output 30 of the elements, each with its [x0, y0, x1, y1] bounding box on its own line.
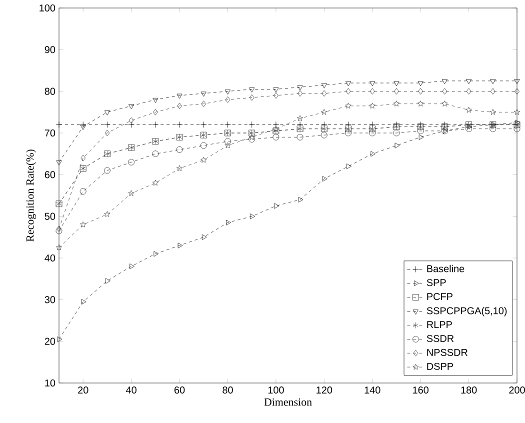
x-tick-label: 140 — [364, 386, 380, 394]
legend-label: SPP — [426, 279, 446, 286]
y-tick-label: 30 — [44, 296, 56, 304]
legend-label: Baseline — [427, 264, 464, 272]
y-tick-label: 10 — [45, 379, 56, 387]
x-tick-label: 180 — [461, 386, 477, 394]
x-tick-label: 80 — [222, 386, 233, 394]
legend-label: SSPCPPGA(5,10) — [426, 306, 507, 316]
x-tick-label: 60 — [174, 386, 185, 394]
x-tick-label: 120 — [316, 386, 332, 394]
y-tick-label: 50 — [44, 212, 56, 220]
x-axis-title: Dimension — [264, 398, 312, 406]
legend-label: SSDR — [426, 334, 454, 342]
x-tick-label: 40 — [126, 386, 136, 394]
y-tick-label: 60 — [44, 171, 56, 178]
x-tick-label: 160 — [413, 386, 429, 394]
y-tick-label: 100 — [40, 4, 56, 12]
x-tick-label: 200 — [509, 386, 525, 394]
y-tick-label: 70 — [44, 129, 56, 137]
y-axis-title: Recognition Rate(%) — [26, 150, 36, 242]
legend-label: DSPP — [427, 362, 454, 370]
x-tick-label: 20 — [78, 386, 88, 394]
legend-label: RLPP — [427, 321, 452, 328]
y-tick-label: 20 — [44, 338, 56, 345]
y-tick-label: 80 — [44, 88, 56, 95]
legend-label: NPSSDR — [427, 348, 468, 356]
y-tick-label: 90 — [44, 46, 56, 54]
x-tick-label: 100 — [268, 386, 284, 394]
legend-label: PCFP — [427, 293, 452, 300]
y-tick-label: 40 — [44, 254, 56, 262]
